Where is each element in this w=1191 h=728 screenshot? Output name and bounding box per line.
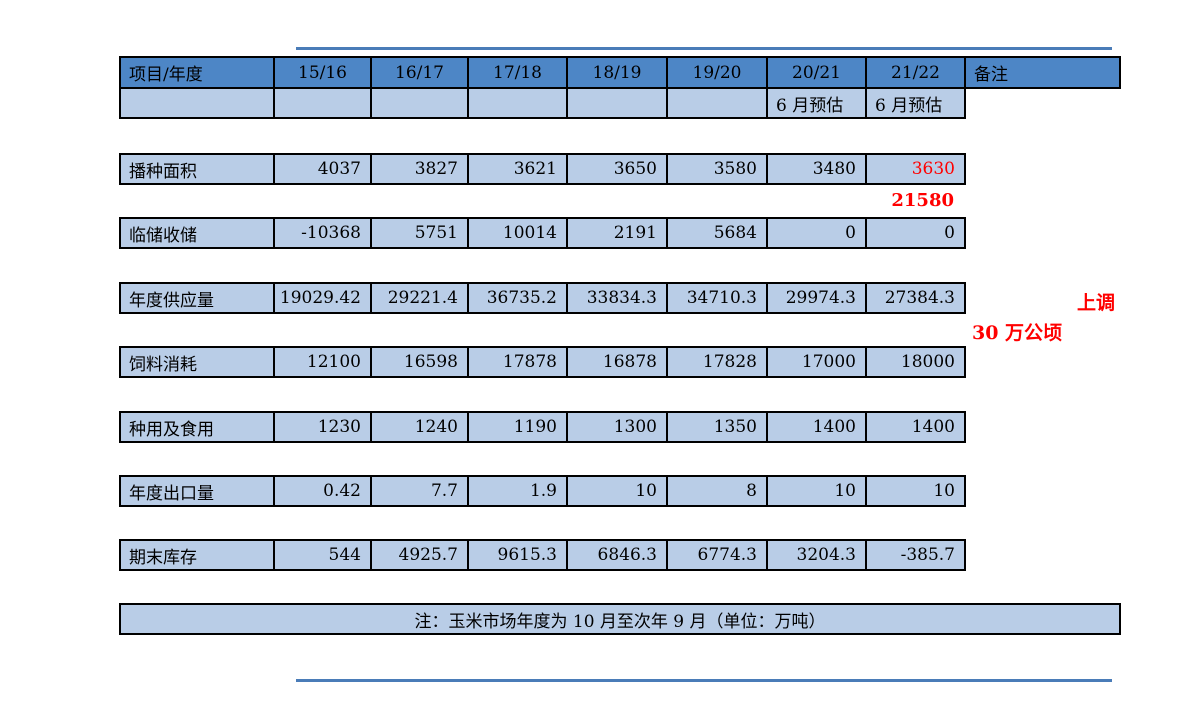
row-label: 临储收储 [129,225,197,246]
data-cell: 4925.7 [370,541,467,569]
row-label: 播种面积 [129,161,197,182]
empty-cell [273,89,370,117]
table-row: 期末库存 544 4925.7 9615.3 6846.3 6774.3 320… [119,539,966,571]
data-cell: 2191 [566,219,666,247]
data-cell: 10 [566,477,666,505]
data-cell: 10014 [467,219,566,247]
data-cell: 5684 [666,219,766,247]
data-cell: 1300 [566,413,666,441]
row-label: 年度出口量 [129,483,214,504]
annotation-remark-upward: 上调 [1076,292,1115,314]
bottom-rule [296,679,1112,682]
table-row: 年度出口量 0.42 7.7 1.9 10 8 10 10 [119,475,966,507]
header-cell-remark: 备注 [964,58,1119,87]
data-cell: 16598 [370,348,467,376]
data-cell: 12100 [273,348,370,376]
data-cell: 16878 [566,348,666,376]
data-cell: 3621 [467,155,566,183]
row-label: 饲料消耗 [129,354,197,375]
data-cell: 17000 [766,348,865,376]
data-cell: 0 [766,219,865,247]
data-cell: 17828 [666,348,766,376]
data-cell: 18000 [865,348,964,376]
data-cell: -10368 [273,219,370,247]
data-cell: 19029.42 [273,284,370,312]
empty-cell [666,89,766,117]
data-cell: 29974.3 [766,284,865,312]
data-cell: 34710.3 [666,284,766,312]
data-cell: 1240 [370,413,467,441]
data-cell: 3827 [370,155,467,183]
data-cell: 3650 [566,155,666,183]
table-header-row: 项目/年度 15/16 16/17 17/18 18/19 19/20 20/2… [119,56,1121,89]
data-cell: 3580 [666,155,766,183]
subheader-estimate-cell: 6 月预估 [766,89,865,117]
data-cell: 4037 [273,155,370,183]
table-row: 种用及食用 1230 1240 1190 1300 1350 1400 1400 [119,411,966,443]
data-cell: 1.9 [467,477,566,505]
table-subheader-row: 6 月预估 6 月预估 [119,87,966,119]
table-row: 播种面积 4037 3827 3621 3650 3580 3480 3630 [119,153,966,185]
empty-cell [370,89,467,117]
row-label: 期末库存 [129,547,197,568]
header-cell-year: 19/20 [666,58,766,87]
subheader-estimate-cell: 6 月预估 [865,89,964,117]
data-cell: 5751 [370,219,467,247]
header-cell-project: 项目/年度 [129,65,203,85]
data-cell: 1400 [766,413,865,441]
header-cell-year: 16/17 [370,58,467,87]
data-cell: 27384.3 [865,284,964,312]
data-cell: 10 [766,477,865,505]
data-cell: 9615.3 [467,541,566,569]
data-cell: 3204.3 [766,541,865,569]
empty-cell [566,89,666,117]
data-cell: 8 [666,477,766,505]
data-cell: 544 [273,541,370,569]
data-cell: 3480 [766,155,865,183]
table-row: 临储收储 -10368 5751 10014 2191 5684 0 0 [119,217,966,249]
data-cell: 0.42 [273,477,370,505]
header-cell-year: 20/21 [766,58,865,87]
data-cell: 1400 [865,413,964,441]
data-cell: 6774.3 [666,541,766,569]
data-cell: 1230 [273,413,370,441]
row-label: 年度供应量 [129,290,214,311]
table-row: 饲料消耗 12100 16598 17878 16878 17828 17000… [119,346,966,378]
footnote-bar: 注：玉米市场年度为 10 月至次年 9 月（单位：万吨） [119,603,1121,635]
header-cell-year: 17/18 [467,58,566,87]
data-cell: 1190 [467,413,566,441]
annotation-remark-area: 30 万公顷 [972,322,1063,344]
top-rule [296,47,1112,50]
data-cell: 36735.2 [467,284,566,312]
data-cell: -385.7 [865,541,964,569]
empty-cell [121,89,273,117]
footnote-text: 注：玉米市场年度为 10 月至次年 9 月（单位：万吨） [414,611,826,632]
data-cell: 1350 [666,413,766,441]
data-cell: 33834.3 [566,284,666,312]
data-cell: 6846.3 [566,541,666,569]
row-label: 种用及食用 [129,419,214,440]
data-cell: 17878 [467,348,566,376]
table-row: 年度供应量 19029.42 29221.4 36735.2 33834.3 3… [119,282,966,314]
data-cell-revised: 3630 [865,155,964,183]
header-cell-year: 18/19 [566,58,666,87]
header-cell-year: 15/16 [273,58,370,87]
data-cell: 7.7 [370,477,467,505]
data-cell: 0 [865,219,964,247]
data-cell: 10 [865,477,964,505]
annotation-seeded-area-extra: 21580 [891,190,954,211]
empty-cell [467,89,566,117]
header-cell-year: 21/22 [865,58,964,87]
data-cell: 29221.4 [370,284,467,312]
